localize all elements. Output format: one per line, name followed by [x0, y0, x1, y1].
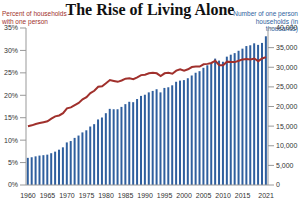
svg-text:30%: 30% — [8, 47, 18, 54]
svg-text:1975: 1975 — [79, 192, 95, 199]
svg-text:2015: 2015 — [235, 192, 251, 199]
svg-text:15%: 15% — [8, 114, 18, 121]
svg-text:1985: 1985 — [118, 192, 134, 199]
svg-text:35,000: 35,000 — [276, 44, 292, 51]
svg-text:1990: 1990 — [137, 192, 153, 199]
svg-text:1965: 1965 — [40, 192, 56, 199]
svg-text:2000: 2000 — [176, 192, 192, 199]
svg-text:2005: 2005 — [196, 192, 212, 199]
svg-text:25,000: 25,000 — [276, 83, 292, 90]
svg-text:2010: 2010 — [215, 192, 231, 199]
svg-text:5%: 5% — [8, 159, 18, 166]
svg-text:15,000: 15,000 — [276, 123, 292, 130]
svg-text:2021: 2021 — [258, 192, 274, 199]
svg-text:1995: 1995 — [157, 192, 173, 199]
svg-text:1980: 1980 — [98, 192, 114, 199]
svg-text:5,000: 5,000 — [276, 162, 292, 169]
svg-text:1970: 1970 — [59, 192, 75, 199]
svg-text:10%: 10% — [8, 137, 18, 144]
svg-text:1960: 1960 — [20, 192, 36, 199]
svg-text:0: 0 — [276, 181, 280, 188]
svg-text:35%: 35% — [8, 24, 18, 31]
svg-text:20%: 20% — [8, 92, 18, 99]
svg-text:40,000: 40,000 — [276, 24, 292, 31]
svg-text:20,000: 20,000 — [276, 103, 292, 110]
svg-text:10,000: 10,000 — [276, 142, 292, 149]
svg-text:30,000: 30,000 — [276, 64, 292, 71]
svg-text:0%: 0% — [8, 181, 18, 188]
svg-text:25%: 25% — [8, 69, 18, 76]
